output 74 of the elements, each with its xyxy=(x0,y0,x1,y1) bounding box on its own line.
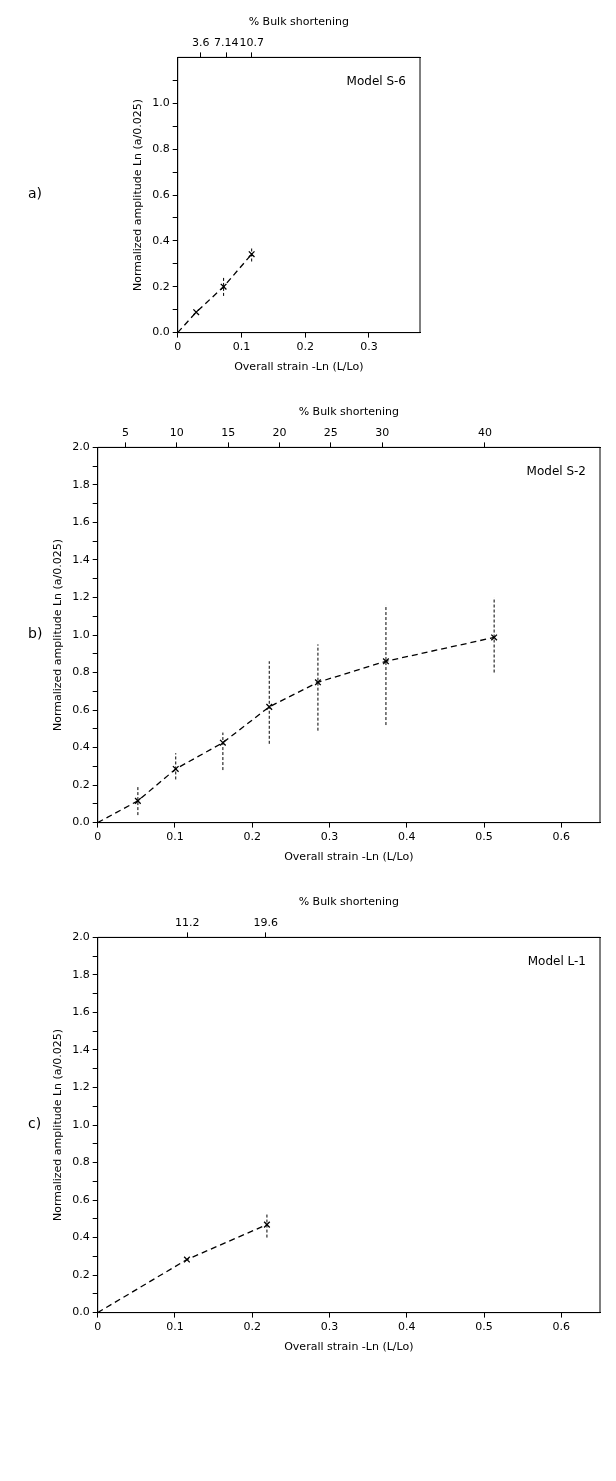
y-tick-label: 0.6 xyxy=(72,1192,90,1206)
x2-tick-label: 3.6 xyxy=(191,35,210,49)
y-tick-label: 1.8 xyxy=(72,967,90,981)
x-tick-label: 0 xyxy=(94,830,102,844)
y-tick-label: 0.0 xyxy=(152,325,170,339)
x-tick-label: 0 xyxy=(94,1320,102,1334)
x2-tick-label: 19.6 xyxy=(253,915,278,929)
x-tick-label: 0.5 xyxy=(475,1320,493,1334)
y-tick-label: 0.2 xyxy=(72,1267,90,1281)
annotation: Model S-2 xyxy=(526,463,586,478)
x-tick-label: 0.3 xyxy=(320,830,339,844)
y-tick-label: 2.0 xyxy=(72,930,90,944)
y-tick-label: 0.2 xyxy=(152,279,170,293)
x-axis-title: Overall strain -Ln (L/Lo) xyxy=(284,1340,414,1354)
x-axis-title: Overall strain -Ln (L/Lo) xyxy=(284,850,414,864)
y-axis-title: Normalized amplitude Ln (a/0.025) xyxy=(131,98,145,292)
x2-tick-label: 10 xyxy=(169,425,184,439)
x-tick-label: 0.1 xyxy=(166,830,184,844)
y-tick-label: 0.0 xyxy=(72,1305,90,1319)
x-tick-label: 0 xyxy=(174,340,182,354)
y-tick-label: 1.6 xyxy=(72,1005,90,1019)
x-tick-label: 0.5 xyxy=(475,830,493,844)
x-axis-title: Overall strain -Ln (L/Lo) xyxy=(234,360,364,374)
x-tick-label: 0.3 xyxy=(360,340,378,354)
annotation: Model L-1 xyxy=(527,953,586,968)
text: b) xyxy=(27,625,44,641)
y-axis-title: Normalized amplitude Ln (a/0.025) xyxy=(51,538,65,732)
x-tick-label: 0.2 xyxy=(243,830,261,844)
y-tick-label: 1.4 xyxy=(72,1042,90,1056)
x2-tick-label: 15 xyxy=(221,425,236,439)
x2-axis-title: % Bulk shortening xyxy=(298,895,400,909)
x2-tick-label: 25 xyxy=(323,425,338,439)
x2-tick-label: 7.14 xyxy=(213,35,239,49)
x-tick-label: 0.6 xyxy=(552,830,571,844)
y-tick-label: 0.2 xyxy=(72,777,90,791)
x-tick-label: 0.3 xyxy=(320,1320,339,1334)
y-tick-label: 1.0 xyxy=(72,1117,90,1131)
y-tick-label: 1.2 xyxy=(72,590,90,604)
x2-tick-label: 30 xyxy=(375,425,390,439)
y-tick-label: 0.8 xyxy=(152,141,170,155)
y-axis-title: Normalized amplitude Ln (a/0.025) xyxy=(51,1028,65,1222)
y-tick-label: 0.6 xyxy=(72,702,90,716)
annotation: Model S-6 xyxy=(346,73,406,88)
x2-tick-label: 5 xyxy=(121,425,129,439)
x-tick-label: 0.1 xyxy=(166,1320,184,1334)
x-tick-label: 0.2 xyxy=(243,1320,261,1334)
y-tick-label: 1.2 xyxy=(72,1080,90,1094)
point xyxy=(248,250,256,258)
x-tick-label: 0.4 xyxy=(398,1320,416,1334)
x-tick-label: 0.4 xyxy=(398,830,416,844)
x2-tick-label: 20 xyxy=(272,425,287,439)
y-tick-label: 1.8 xyxy=(72,477,90,491)
text: c) xyxy=(27,1115,43,1131)
y-tick-label: 0.0 xyxy=(72,815,90,829)
x-tick-label: 0.1 xyxy=(232,340,251,354)
x2-tick-label: 10.7 xyxy=(239,35,264,49)
y-tick-label: 0.8 xyxy=(72,1155,90,1169)
y-tick-label: 0.4 xyxy=(72,740,90,754)
y-tick-label: 0.6 xyxy=(152,187,170,201)
y-tick-label: 0.4 xyxy=(152,233,170,247)
y-tick-label: 0.4 xyxy=(72,1230,90,1244)
text: a) xyxy=(27,185,44,201)
y-tick-label: 1.6 xyxy=(72,515,90,529)
y-tick-label: 1.0 xyxy=(72,627,90,641)
x2-tick-label: 11.2 xyxy=(175,915,200,929)
y-tick-label: 1.4 xyxy=(72,552,90,566)
x2-tick-label: 40 xyxy=(477,425,492,439)
x-tick-label: 0.2 xyxy=(296,340,314,354)
x2-axis-title: % Bulk shortening xyxy=(248,15,350,29)
y-tick-label: 1.0 xyxy=(152,96,170,110)
x-tick-label: 0.6 xyxy=(552,1320,571,1334)
y-tick-label: 0.8 xyxy=(72,665,90,679)
x2-axis-title: % Bulk shortening xyxy=(298,405,400,419)
y-tick-label: 2.0 xyxy=(72,440,90,454)
